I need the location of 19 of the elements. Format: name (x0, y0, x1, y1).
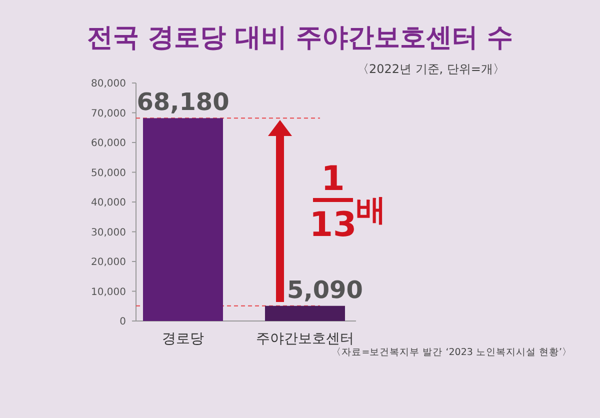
annotation: 13 (309, 205, 357, 245)
data-label: 68,180 (136, 88, 230, 116)
data-label: 5,090 (287, 276, 363, 304)
y-tick-label: 0 (120, 316, 126, 328)
y-tick-label: 70,000 (91, 108, 126, 120)
y-tick-label: 60,000 (91, 138, 126, 149)
text: 〈2022년 기준, 단위=개〉 (356, 62, 505, 76)
y-tick-label: 10,000 (91, 286, 126, 298)
x-tick-label: 경로당 (162, 331, 204, 347)
text: 1 (321, 159, 345, 199)
y-tick-label: 40,000 (91, 198, 126, 208)
y-tick-label: 20,000 (91, 257, 126, 268)
y-tick-label: 30,000 (91, 227, 126, 238)
text: 배 (356, 193, 386, 228)
x-tick-label: 주야간보호센터 (256, 331, 354, 347)
text: 〈자료=보건복지부 발간 ‘2023 노인복지시설 현황’〉 (332, 347, 572, 358)
chart-title: 전국 경로당 대비 주야간보호센터 수 (86, 23, 514, 53)
y-tick-label: 50,000 (91, 168, 126, 179)
y-tick-label: 80,000 (91, 78, 126, 90)
